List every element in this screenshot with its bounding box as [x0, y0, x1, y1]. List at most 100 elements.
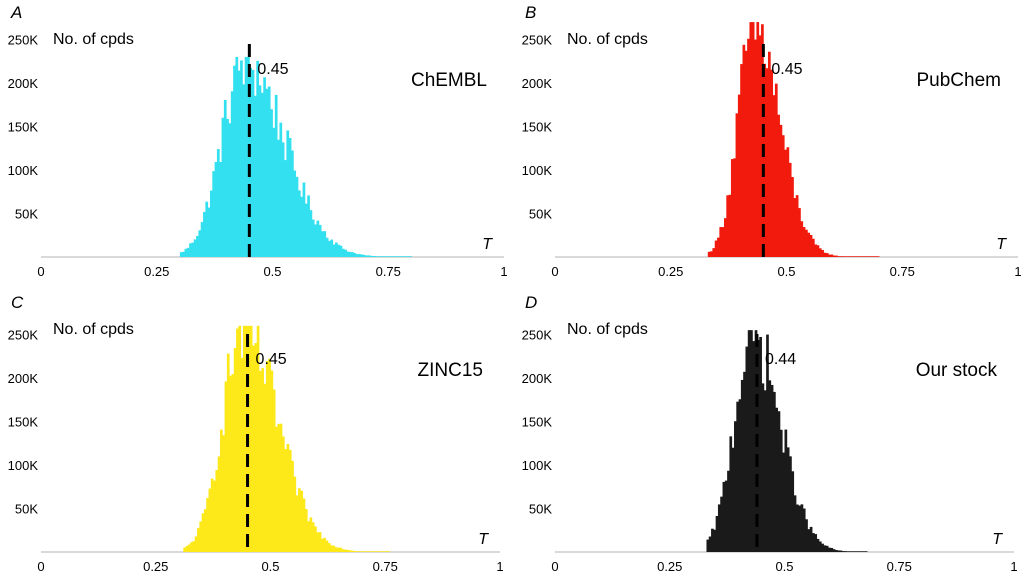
x-axis-label: T: [996, 236, 1007, 253]
histogram-bar: [409, 256, 412, 257]
histogram-bar: [710, 251, 713, 257]
histogram-bar: [179, 252, 183, 257]
histogram-bar: [183, 547, 186, 552]
histogram-bar: [205, 201, 209, 257]
histogram-bar: [851, 551, 854, 552]
histogram-bar: [793, 198, 797, 257]
histogram-bar: [791, 177, 794, 257]
histogram-bar: [733, 158, 736, 257]
y-tick-label: 250K: [8, 33, 39, 48]
y-tick-label: 150K: [522, 120, 553, 135]
histogram-bar: [846, 551, 850, 552]
histogram-bar: [194, 536, 198, 552]
histogram-bar: [823, 252, 827, 257]
histogram-bar: [717, 237, 720, 257]
histogram-bar: [311, 219, 315, 257]
histogram-bars: [707, 22, 880, 258]
histogram-bar: [353, 551, 356, 552]
histogram-bar: [221, 117, 225, 257]
histogram-bar: [855, 256, 859, 257]
histogram-bar: [311, 522, 315, 552]
histogram-bar: [383, 256, 387, 257]
y-tick-label: 250K: [522, 328, 553, 343]
histogram-bar: [387, 551, 391, 552]
x-tick-label: 1: [1010, 559, 1017, 574]
histogram-bar: [406, 256, 410, 257]
x-tick-label: 1: [1014, 264, 1021, 279]
histogram-bar: [798, 505, 801, 552]
histogram-bar: [252, 345, 255, 552]
x-axis-label: T: [992, 531, 1003, 548]
database-name: Our stock: [916, 360, 998, 381]
histogram-bar: [291, 460, 294, 552]
histogram-bar: [184, 248, 188, 257]
histogram-bar: [223, 99, 227, 257]
histogram-bar: [220, 429, 223, 552]
histogram-bar: [390, 256, 394, 257]
x-tick-label: 0.25: [658, 264, 683, 279]
histogram-bar: [307, 195, 310, 257]
histogram-bar: [213, 480, 216, 552]
histogram-bar: [837, 256, 841, 257]
histogram-bar: [722, 481, 726, 552]
histogram-bar: [219, 161, 222, 257]
histogram-bar: [385, 551, 388, 552]
histogram-bar: [737, 94, 741, 257]
histogram-bar: [207, 207, 211, 257]
histogram-bar: [260, 92, 264, 257]
y-tick-label: 100K: [8, 458, 39, 473]
histogram-bar: [355, 254, 359, 257]
histogram-bar: [229, 375, 232, 552]
histogram-bar: [842, 256, 845, 257]
x-tick-label: 0.5: [263, 264, 281, 279]
histogram-bar: [867, 256, 871, 257]
y-tick-label: 200K: [8, 371, 39, 386]
histogram-bar: [382, 551, 386, 552]
histogram-bar: [376, 551, 379, 552]
histogram-bar: [297, 190, 301, 257]
histogram-bar: [198, 230, 202, 257]
histogram-bar: [302, 498, 306, 552]
y-axis-label: No. of cpds: [567, 321, 648, 338]
histogram-bar: [864, 551, 868, 552]
histogram-bar: [341, 549, 345, 552]
histogram-bar: [373, 551, 377, 552]
y-tick-label: 50K: [529, 502, 552, 517]
histogram-bar: [242, 84, 246, 257]
histogram-bar: [215, 470, 219, 552]
histogram-bar: [191, 242, 195, 257]
histogram-bar: [236, 328, 239, 552]
histogram-bar: [713, 529, 717, 552]
histogram-bar: [318, 532, 322, 552]
histogram-bar: [876, 256, 880, 257]
histogram-bar: [802, 508, 806, 552]
histogram-bar: [784, 429, 788, 552]
histogram-bar: [825, 545, 829, 552]
histogram-bar: [233, 348, 237, 552]
histogram-bar: [752, 341, 756, 552]
histogram-bar: [772, 95, 776, 257]
panel-letter: D: [525, 293, 537, 312]
histogram-bar: [712, 248, 716, 257]
histogram-bar: [837, 550, 840, 552]
x-tick-label: 1: [500, 264, 507, 279]
histogram-bar: [348, 251, 352, 257]
histogram-bars: [183, 325, 391, 552]
histogram-bar: [777, 114, 780, 258]
histogram-bar: [237, 70, 241, 257]
database-name: PubChem: [917, 70, 1002, 91]
histogram-bar: [288, 138, 292, 257]
histogram-bar: [779, 429, 783, 552]
histogram-bar: [874, 256, 878, 257]
histogram-bar: [281, 142, 285, 257]
histogram-bar: [197, 528, 200, 552]
histogram-bar: [295, 176, 299, 257]
histogram-bar: [865, 256, 868, 257]
histogram-bar: [371, 551, 375, 552]
y-axis-label: No. of cpds: [53, 31, 134, 48]
histogram-bar: [200, 222, 204, 257]
histogram-bar: [304, 203, 308, 257]
histogram-bar: [360, 551, 363, 552]
histogram-bar: [254, 343, 258, 552]
